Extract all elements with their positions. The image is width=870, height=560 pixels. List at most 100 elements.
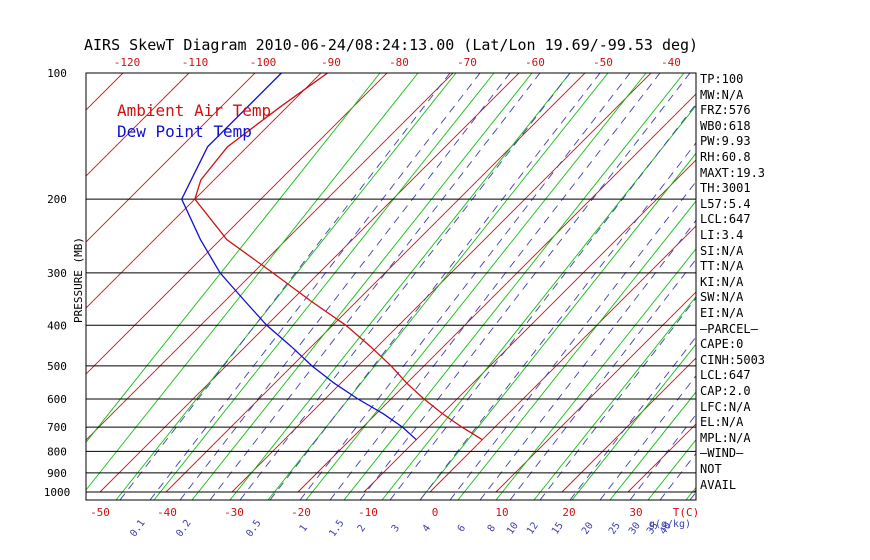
adiabat-line — [571, 343, 696, 500]
side-panel-item: SI:N/A — [700, 243, 744, 258]
mixing-ratio-tick-label: 15 — [550, 520, 566, 536]
mixing-ratio-line — [209, 73, 541, 500]
dewpoint-profile-line — [180, 73, 417, 441]
side-panel-item: AVAIL — [700, 477, 737, 492]
legend-dew-point-temp: Dew Point Temp — [117, 122, 252, 141]
adiabat-line — [153, 73, 495, 500]
top-temp-tick-label: -120 — [114, 56, 141, 69]
mixing-ratio-tick-label: 10 — [505, 520, 521, 536]
isotherm-line — [86, 73, 388, 375]
side-panel-item: L57:5.4 — [700, 196, 751, 211]
pressure-tick-label: 800 — [47, 445, 67, 458]
mixing-ratio-tick-label: 30 — [627, 520, 643, 536]
x-axis-label: T(C) — [673, 506, 700, 519]
plot-frame — [85, 72, 697, 501]
isotherm-line — [99, 73, 520, 493]
y-axis-label: PRESSURE (MB) — [72, 237, 85, 323]
side-panel-item: FRZ:576 — [700, 103, 751, 118]
mixing-ratio-unit-label: g(g/kg) — [649, 519, 691, 530]
mixing-ratio-line — [389, 103, 696, 500]
top-temp-tick-label: -110 — [182, 56, 209, 69]
adiabat-line — [86, 73, 381, 443]
mixing-ratio-line — [149, 73, 481, 500]
mixing-ratio-line — [569, 336, 696, 500]
side-panel-item: RH:60.8 — [700, 150, 751, 164]
mixing-ratio-line — [599, 375, 696, 500]
mixing-ratio-line — [479, 219, 696, 500]
mixing-ratio-tick-label: 0.5 — [244, 518, 263, 539]
adiabat-line — [800, 73, 870, 500]
top-temp-tick-label: -80 — [389, 56, 409, 69]
side-panel-item: MW:N/A — [700, 87, 744, 102]
isotherm-line — [86, 73, 256, 243]
side-panel-item: NOT — [700, 462, 722, 476]
bottom-temp-tick-label: 30 — [629, 506, 642, 519]
pressure-tick-label: 300 — [47, 267, 67, 280]
side-panel-item: TH:3001 — [700, 181, 751, 196]
isotherm-line — [495, 291, 696, 493]
isotherm-line — [86, 73, 190, 177]
bottom-temp-tick-label: -40 — [157, 506, 177, 519]
bottom-temp-tick-label: -10 — [358, 506, 378, 519]
side-panel-item: CAP:2.0 — [700, 384, 751, 398]
isotherm-line — [363, 159, 696, 493]
bottom-temp-tick-label: 20 — [562, 506, 575, 519]
side-panel-item: EI:N/A — [700, 306, 744, 320]
mixing-ratio-line — [419, 142, 696, 500]
side-panel-item: LFC:N/A — [700, 399, 751, 414]
pressure-tick-label: 500 — [47, 360, 67, 373]
top-temp-tick-label: -90 — [321, 56, 341, 69]
side-panel-item: PW:9.93 — [700, 134, 751, 149]
mixing-ratio-tick-label: 2 — [356, 523, 368, 534]
adiabat-line — [609, 391, 696, 500]
mixing-ratio-line — [239, 73, 571, 500]
side-panel-item: MAXT:19.3 — [700, 165, 766, 180]
mixing-ratio-line — [509, 258, 696, 500]
mixing-ratio-tick-label: 3 — [390, 523, 402, 534]
pressure-tick-label: 700 — [47, 421, 67, 434]
mixing-ratio-tick-label: 25 — [607, 520, 623, 536]
top-temp-tick-label: -70 — [457, 56, 477, 69]
mixing-ratio-line — [629, 413, 696, 500]
adiabat-line — [191, 73, 533, 500]
adiabat-line — [533, 295, 696, 500]
mixing-ratio-tick-label: 1.5 — [327, 518, 346, 539]
side-panel-item: LCL:647 — [700, 368, 751, 383]
side-panel-item: LI:3.4 — [700, 228, 744, 242]
mixing-ratio-line — [299, 73, 631, 500]
bottom-temp-tick-label: -30 — [224, 506, 244, 519]
chart-title: AIRS SkewT Diagram 2010-06-24/08:24:13.0… — [84, 36, 699, 54]
bottom-temp-tick-label: -20 — [291, 506, 311, 519]
mixing-ratio-tick-label: 1 — [298, 523, 310, 534]
pressure-tick-label: 600 — [47, 393, 67, 406]
temp-profile-line — [194, 73, 483, 441]
mixing-ratio-line — [179, 73, 511, 500]
side-panel-item: CINH:5003 — [700, 352, 766, 367]
isotherm-line — [429, 225, 696, 493]
side-panel-item: MPL:N/A — [700, 430, 751, 445]
adiabat-line — [495, 248, 696, 500]
top-temp-tick-label: -60 — [525, 56, 545, 69]
adiabat-line — [86, 73, 419, 491]
mixing-ratio-line — [269, 73, 601, 500]
side-panel-item: CAPE:0 — [700, 337, 744, 352]
mixing-ratio-tick-label: 6 — [456, 523, 468, 534]
mixing-ratio-line — [359, 73, 691, 500]
adiabat-line — [647, 438, 696, 500]
isotherm-line — [86, 73, 454, 441]
side-panel-item: WB0:618 — [700, 118, 751, 133]
mixing-ratio-line — [119, 73, 451, 500]
side-panel-item: TT:N/A — [700, 259, 744, 274]
mixing-ratio-line — [539, 297, 696, 500]
top-temp-tick-label: -40 — [661, 56, 681, 69]
isotherm-line — [86, 73, 322, 309]
isotherm-line — [297, 93, 696, 493]
bottom-temp-tick-label: -50 — [90, 506, 110, 519]
side-panel-item: —WIND— — [700, 446, 744, 461]
adiabat-line — [229, 73, 571, 500]
side-panel-item: SW:N/A — [700, 290, 744, 305]
mixing-ratio-tick-label: 12 — [525, 520, 541, 536]
top-temp-tick-label: -100 — [250, 56, 277, 69]
pressure-tick-label: 100 — [47, 67, 67, 80]
